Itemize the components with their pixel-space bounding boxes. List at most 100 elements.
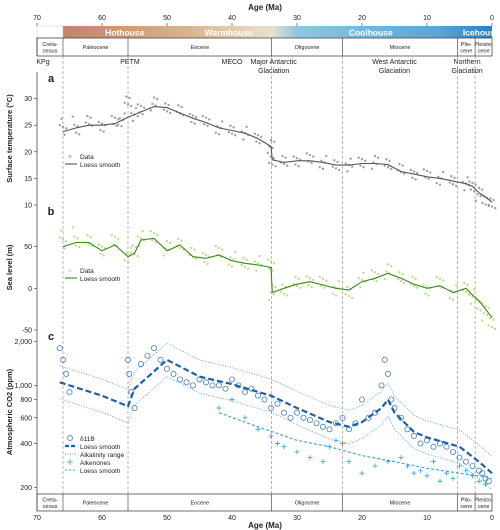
data-point xyxy=(468,293,471,297)
data-point xyxy=(479,309,482,312)
bottom-axis-tick-label: 0 xyxy=(490,515,494,522)
data-point xyxy=(100,122,104,125)
boron-data-point xyxy=(378,382,385,389)
data-point xyxy=(272,156,276,160)
data-point xyxy=(255,269,258,272)
alkenone-data-point xyxy=(229,397,235,403)
boron-data-point xyxy=(365,414,372,421)
epoch-bar-top-label: Paleocene xyxy=(83,45,109,51)
boron-data-point xyxy=(313,420,320,427)
alkenone-data-point xyxy=(463,468,469,474)
data-point xyxy=(396,278,399,281)
data-point xyxy=(242,138,245,141)
data-point xyxy=(206,262,209,266)
data-point xyxy=(273,140,276,143)
data-point xyxy=(86,234,89,237)
data-point xyxy=(485,313,489,317)
data-point xyxy=(286,164,289,167)
data-point xyxy=(217,246,221,250)
data-point xyxy=(299,286,302,289)
data-point xyxy=(477,186,481,190)
data-point xyxy=(272,293,276,296)
boron-data-point xyxy=(339,414,346,421)
data-point xyxy=(214,131,217,134)
data-point xyxy=(476,307,479,310)
alkalinity-range-band xyxy=(59,375,493,491)
data-point xyxy=(362,166,365,169)
data-point xyxy=(71,115,75,118)
data-point xyxy=(232,126,235,129)
data-point xyxy=(71,226,75,229)
data-point xyxy=(351,165,354,168)
data-point xyxy=(435,275,438,279)
data-point xyxy=(240,263,243,267)
y-tick-label: 400 xyxy=(20,441,32,448)
data-point xyxy=(386,166,390,169)
y-tick-label: 10 xyxy=(24,203,32,210)
data-point xyxy=(310,161,313,165)
data-point xyxy=(409,168,412,172)
boron-data-point xyxy=(170,370,177,377)
data-point xyxy=(204,253,208,257)
boron-data-point xyxy=(203,379,209,386)
data-point xyxy=(338,168,341,172)
data-point xyxy=(403,172,406,175)
boron-data-point xyxy=(485,478,492,485)
data-point xyxy=(487,203,490,207)
data-point xyxy=(424,292,427,295)
boron-data-point xyxy=(242,389,248,396)
data-point xyxy=(349,157,352,160)
data-point xyxy=(479,194,482,198)
data-point xyxy=(130,251,133,254)
data-point xyxy=(344,162,347,165)
data-point xyxy=(126,261,130,264)
data-point xyxy=(492,318,495,322)
data-point xyxy=(308,153,312,157)
data-point xyxy=(474,199,477,202)
data-point xyxy=(472,189,476,193)
data-point xyxy=(76,237,79,240)
data-point xyxy=(269,260,273,263)
legend-symbol: × xyxy=(68,268,72,275)
data-point xyxy=(214,244,217,248)
data-point xyxy=(279,290,282,294)
data-point xyxy=(110,234,114,237)
data-point xyxy=(438,277,442,280)
y-tick-label: 25 xyxy=(24,123,32,130)
data-point xyxy=(267,161,271,165)
epoch-bar-top-label: Miocene xyxy=(390,45,411,51)
data-point xyxy=(490,205,494,208)
legend-label: Loess smooth xyxy=(80,276,121,283)
data-point xyxy=(481,201,484,205)
alkenone-data-point xyxy=(372,463,378,469)
data-point xyxy=(412,170,416,173)
data-point xyxy=(180,105,183,109)
data-point xyxy=(164,102,167,105)
data-point xyxy=(191,114,195,117)
data-point xyxy=(357,156,360,159)
boron-data-point xyxy=(417,440,424,447)
data-point xyxy=(154,240,157,244)
data-point xyxy=(450,175,453,178)
event-label: PETM xyxy=(120,59,140,66)
data-point xyxy=(190,120,193,124)
data-point xyxy=(229,256,232,259)
data-point xyxy=(253,132,256,135)
data-point xyxy=(385,270,388,273)
epoch-bar-top-label: Creta- xyxy=(42,42,57,48)
data-point xyxy=(451,298,455,301)
boron-data-point xyxy=(385,370,391,377)
event-label: Glaciation xyxy=(452,68,483,75)
y-tick-label: 20 xyxy=(24,149,32,156)
data-point xyxy=(294,163,297,166)
data-point xyxy=(448,296,451,300)
legend-symbol xyxy=(67,459,73,465)
epoch-bar-top-label: Oligocene xyxy=(295,45,320,51)
epoch-bar-top-label: ceous xyxy=(43,48,58,54)
data-point xyxy=(113,235,117,239)
data-point xyxy=(169,241,172,245)
data-point xyxy=(411,176,414,180)
bottom-axis-tick-label: 10 xyxy=(423,515,431,522)
data-point xyxy=(453,176,456,180)
data-point xyxy=(338,279,341,283)
